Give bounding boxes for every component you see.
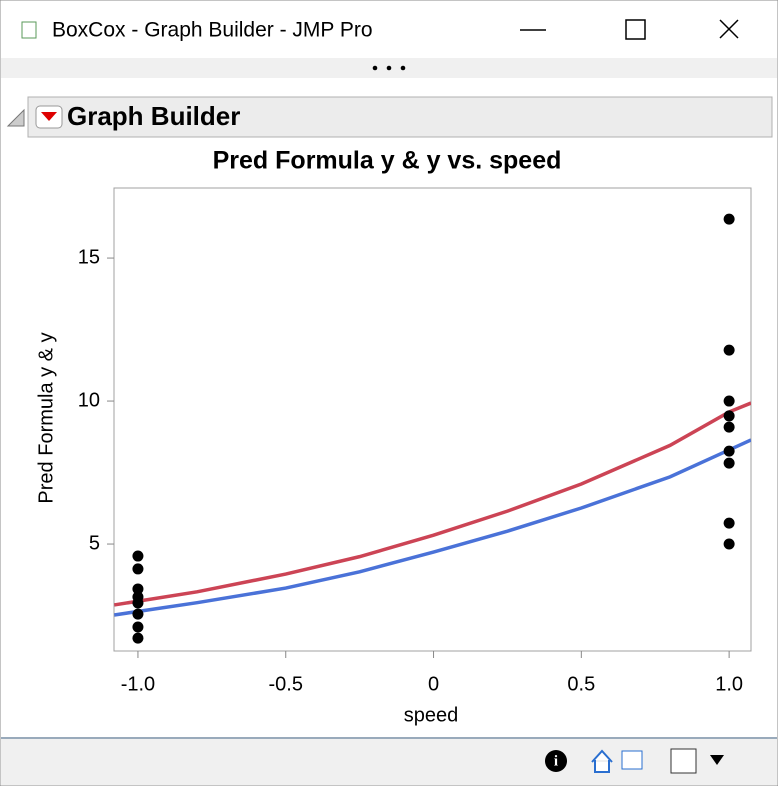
- y-axis-label: Pred Formula y & y: [35, 332, 57, 503]
- x-tick-label: 1.0: [715, 673, 743, 695]
- maximize-button[interactable]: [625, 19, 646, 40]
- info-button[interactable]: [545, 750, 567, 772]
- close-button[interactable]: [719, 19, 739, 39]
- x-tick-label: 0.5: [567, 673, 595, 695]
- data-point: [723, 395, 735, 407]
- data-point: [132, 550, 144, 562]
- data-point: [132, 563, 144, 575]
- fit-line: [114, 401, 751, 607]
- data-point: [723, 344, 735, 356]
- panel-title: Graph Builder: [67, 101, 240, 131]
- data-point: [723, 517, 735, 529]
- data-point: [723, 410, 735, 422]
- more-menu[interactable]: [372, 65, 406, 71]
- fit-line: [114, 438, 751, 617]
- table-button[interactable]: [621, 750, 643, 770]
- data-point: [132, 597, 144, 609]
- red-triangle: [41, 112, 57, 121]
- panel-header: [27, 96, 773, 138]
- x-tick-label: 0: [428, 673, 439, 695]
- y-tick-label: 15: [78, 246, 100, 268]
- y-tick-label: 5: [89, 532, 100, 554]
- data-point: [723, 213, 735, 225]
- disclosure-icon[interactable]: [6, 108, 25, 127]
- status-bar: [1, 738, 777, 785]
- data-point: [723, 457, 735, 469]
- layout-button[interactable]: [670, 748, 697, 774]
- layout-dropdown[interactable]: [710, 755, 724, 765]
- x-tick-label: -0.5: [269, 673, 303, 695]
- chart-title: Pred Formula y & y vs. speed: [213, 147, 562, 175]
- data-point: [132, 632, 144, 644]
- y-tick-label: 10: [78, 389, 100, 411]
- plot-layer: -1.0 -0.5 0 0.5 1.0 5 10 15: [78, 213, 751, 695]
- data-point: [723, 445, 735, 457]
- app-icon: [21, 21, 37, 39]
- clipped-layer: [114, 213, 751, 644]
- data-point: [132, 621, 144, 633]
- x-tick-label: -1.0: [121, 673, 155, 695]
- plot-area: [113, 187, 752, 652]
- x-axis-label: speed: [404, 704, 459, 726]
- data-point: [723, 538, 735, 550]
- home-button[interactable]: [591, 749, 613, 773]
- window-title: BoxCox - Graph Builder - JMP Pro: [52, 19, 373, 42]
- data-point: [723, 421, 735, 433]
- info-icon-glyph: i: [554, 753, 558, 769]
- data-point: [132, 608, 144, 620]
- data-point: [132, 583, 144, 595]
